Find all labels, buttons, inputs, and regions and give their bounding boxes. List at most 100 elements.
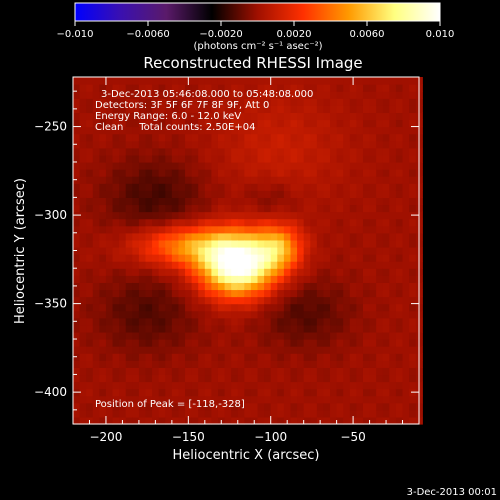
heatmap-cell [316, 409, 325, 418]
heatmap-cell [204, 218, 212, 227]
heatmap-cell [132, 91, 140, 99]
heatmap-cell [270, 211, 278, 220]
heatmap-cell [382, 324, 390, 333]
heatmap-cell [237, 367, 245, 376]
heatmap-cell [310, 98, 318, 106]
heatmap-cell [395, 381, 404, 390]
heatmap-cell [323, 126, 331, 135]
heatmap-cell [132, 154, 140, 163]
heatmap-cell [191, 275, 199, 283]
heatmap-cell [277, 105, 285, 114]
heatmap-cell [152, 225, 160, 234]
heatmap-cell [343, 246, 351, 255]
heatmap-cell [185, 232, 193, 241]
heatmap-cell [99, 183, 107, 191]
heatmap-cell [264, 317, 272, 326]
heatmap-cell [389, 317, 397, 326]
heatmap-cell [323, 395, 331, 404]
heatmap-cell [224, 154, 232, 163]
heatmap-cell [152, 296, 160, 305]
heatmap-cell [211, 296, 219, 305]
heatmap-cell [119, 296, 127, 305]
heatmap-cell [198, 353, 206, 361]
heatmap-cell [343, 161, 351, 170]
heatmap-cell [395, 282, 404, 291]
heatmap-cell [395, 310, 404, 319]
heatmap-cell [152, 140, 160, 149]
heatmap-cell [86, 324, 94, 333]
heatmap-cell [158, 275, 166, 283]
heatmap-cell [119, 239, 127, 248]
x-axis: −200 −150 −100 −50 [88, 77, 420, 444]
heatmap-cell [402, 324, 410, 333]
heatmap-cell [402, 374, 410, 383]
heatmap-cell [171, 282, 180, 291]
heatmap-cell [119, 211, 127, 220]
heatmap-cell [310, 161, 318, 170]
heatmap-cell [336, 133, 344, 142]
heatmap-cell [310, 119, 318, 128]
heatmap-cell [138, 261, 147, 269]
heatmap-cell [191, 296, 199, 305]
heatmap-cell [165, 303, 173, 312]
heatmap-cell [277, 416, 285, 425]
heatmap-cell [132, 381, 140, 390]
heatmap-cell [237, 388, 245, 397]
heatmap-cell [349, 303, 357, 312]
heatmap-cell [244, 112, 252, 121]
heatmap-cell [277, 367, 285, 376]
heatmap-cell [145, 154, 153, 163]
heatmap-cell [158, 395, 166, 404]
heatmap-cell [376, 409, 384, 418]
heatmap-cell [330, 296, 338, 305]
heatmap-cell [79, 84, 87, 92]
heatmap-cell [119, 98, 127, 106]
heatmap-cell [250, 77, 259, 85]
heatmap-cell [145, 147, 153, 156]
heatmap-cell [119, 190, 127, 198]
heatmap-cell [283, 303, 292, 312]
heatmap-cell [112, 183, 120, 191]
heatmap-cell [105, 310, 114, 319]
heatmap-cell [158, 416, 166, 425]
info-detectors: Detectors: 3F 5F 6F 7F 8F 9F, Att 0 [95, 100, 269, 111]
heatmap-cell [231, 190, 239, 198]
heatmap-cell [224, 211, 232, 220]
heatmap-cell [343, 84, 351, 92]
heatmap-cell [297, 98, 305, 106]
heatmap-cell [119, 119, 127, 128]
heatmap-cell [389, 176, 397, 184]
heatmap-cell [132, 225, 140, 234]
heatmap-cell [277, 409, 285, 418]
heatmap-cell [105, 296, 114, 305]
heatmap-cell [369, 388, 377, 397]
heatmap-cell [362, 183, 371, 191]
heatmap-cell [369, 84, 377, 92]
heatmap-cell [211, 324, 219, 333]
heatmap-cell [264, 126, 272, 135]
heatmap-cell [402, 119, 410, 128]
heatmap-cell [92, 190, 100, 198]
heatmap-cell [79, 126, 87, 135]
heatmap-cell [343, 303, 351, 312]
heatmap-cell [376, 381, 384, 390]
heatmap-cell [125, 324, 133, 333]
y-tick-label: −350 [34, 297, 67, 311]
heatmap-cell [395, 176, 404, 184]
heatmap-cell [224, 331, 232, 340]
heatmap-cell [382, 154, 390, 163]
heatmap-cell [105, 339, 114, 347]
heatmap-cell [198, 133, 206, 142]
heatmap-cell [158, 105, 166, 114]
heatmap-cell [257, 261, 265, 269]
heatmap-cell [185, 381, 193, 390]
heatmap-cell [343, 77, 351, 85]
heatmap-cell [316, 275, 325, 283]
heatmap-cell [409, 246, 417, 255]
heatmap-cell [283, 324, 292, 333]
heatmap-cell [198, 140, 206, 149]
heatmap-cell [178, 126, 186, 135]
heatmap-cell [244, 261, 252, 269]
heatmap-cell [409, 317, 417, 326]
heatmap-cell [237, 282, 245, 291]
